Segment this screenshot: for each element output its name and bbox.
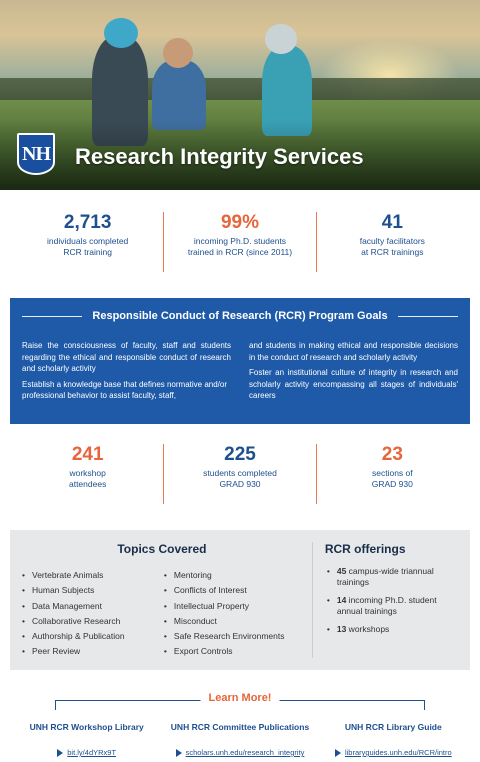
grass-field xyxy=(0,100,480,190)
stats-row-mid: 241 workshop attendees 225 students comp… xyxy=(0,444,480,504)
goal-text: Foster an institutional culture of integ… xyxy=(249,368,458,400)
link-title: UNH RCR Workshop Library xyxy=(29,722,144,732)
stat-phd-trained: 99% incoming Ph.D. students trained in R… xyxy=(164,212,317,272)
goals-title: Responsible Conduct of Research (RCR) Pr… xyxy=(92,310,388,322)
stat-value: 99% xyxy=(220,212,259,233)
offering-text: incoming Ph.D. student annual trainings xyxy=(336,595,437,616)
stat-value: 225 xyxy=(224,444,256,465)
link-title: UNH RCR Committee Publications xyxy=(170,722,310,732)
researcher-figure xyxy=(152,60,206,130)
stat-desc-line: students completed xyxy=(203,468,277,478)
list-item: 13 workshops xyxy=(325,624,460,635)
stat-desc-line: GRAD 930 xyxy=(371,479,413,489)
topic-columns: Vertebrate Animals Human Subjects Data M… xyxy=(20,568,304,660)
stat-desc-line: attendees xyxy=(68,479,107,489)
goals-right-column: and students in making ethical and respo… xyxy=(249,340,458,406)
stat-desc-line: trained in RCR (since 2011) xyxy=(187,247,293,257)
stat-faculty-facilitators: 41 faculty facilitators at RCR trainings xyxy=(317,212,468,272)
researcher-figure xyxy=(92,36,148,146)
offering-text: campus-wide triannual trainings xyxy=(336,566,434,587)
topic-list-right: Mentoring Conflicts of Interest Intellec… xyxy=(162,568,304,660)
topics-covered-section: Topics Covered Vertebrate Animals Human … xyxy=(20,542,313,660)
stat-desc-line: faculty facilitators xyxy=(359,236,425,246)
list-item: Misconduct xyxy=(162,614,304,630)
goals-left-column: Raise the consciousness of faculty, staf… xyxy=(22,340,231,406)
topics-title: Topics Covered xyxy=(117,542,207,556)
stat-desc-line: workshop xyxy=(69,468,106,478)
list-item: Vertebrate Animals xyxy=(20,568,162,584)
treeline xyxy=(0,78,480,104)
offering-text: workshops xyxy=(346,624,390,634)
list-item: Safe Research Environments xyxy=(162,629,304,645)
arrow-icon xyxy=(175,748,182,757)
offerings-list: 45 campus-wide triannual trainings 14 in… xyxy=(325,566,460,635)
link-title: UNH RCR Library Guide xyxy=(344,722,442,732)
hero-banner: NH Research Integrity Services xyxy=(0,0,480,190)
goal-text: Raise the consciousness of faculty, staf… xyxy=(22,341,231,373)
arrow-icon xyxy=(334,748,341,757)
link-url[interactable]: bit.ly/4dYRx9T xyxy=(67,748,117,757)
stat-value: 23 xyxy=(381,444,403,465)
committee-publications-link[interactable]: scholars.unh.edu/research_integrity xyxy=(175,748,305,757)
topics-panel: Topics Covered Vertebrate Animals Human … xyxy=(10,530,470,670)
researcher-head xyxy=(265,24,297,54)
stat-desc-line: incoming Ph.D. students xyxy=(193,236,287,246)
offerings-title: RCR offerings xyxy=(324,542,406,556)
unh-logo: NH xyxy=(17,133,55,175)
goal-text: and students in making ethical and respo… xyxy=(249,341,458,362)
rcr-offerings-section: RCR offerings 45 campus-wide triannual t… xyxy=(313,542,460,658)
divider xyxy=(22,315,83,317)
list-item: Intellectual Property xyxy=(162,599,304,615)
list-item: Mentoring xyxy=(162,568,304,584)
stat-grad930-students: 225 students completed GRAD 930 xyxy=(164,444,317,504)
list-item: 45 campus-wide triannual trainings xyxy=(325,566,460,588)
program-goals-panel: Responsible Conduct of Research (RCR) Pr… xyxy=(10,298,470,424)
stat-workshop-attendees: 241 workshop attendees xyxy=(12,444,165,504)
learn-more-label: Learn More! xyxy=(200,692,280,704)
list-item: 14 incoming Ph.D. student annual trainin… xyxy=(325,595,460,617)
page-title: Research Integrity Services xyxy=(75,144,364,169)
stat-grad930-sections: 23 sections of GRAD 930 xyxy=(317,444,468,504)
arrow-icon xyxy=(57,748,64,757)
stat-value: 241 xyxy=(71,444,104,465)
goal-text: Establish a knowledge base that defines … xyxy=(22,379,228,401)
offering-count: 13 xyxy=(336,624,347,634)
goals-columns: Raise the consciousness of faculty, staf… xyxy=(22,340,458,406)
researcher-head xyxy=(104,18,138,48)
goals-header: Responsible Conduct of Research (RCR) Pr… xyxy=(22,306,458,326)
offering-count: 14 xyxy=(336,595,347,605)
stat-individuals-trained: 2,713 individuals completed RCR training xyxy=(12,212,165,272)
stat-desc-line: RCR training xyxy=(63,247,112,257)
stat-desc-line: individuals completed xyxy=(47,236,129,246)
list-item: Peer Review xyxy=(20,644,162,660)
researcher-head xyxy=(163,38,193,68)
divider xyxy=(397,315,458,317)
stat-value: 41 xyxy=(381,212,403,233)
stat-desc-line: GRAD 930 xyxy=(219,479,261,489)
list-item: Authorship & Publication xyxy=(20,629,162,645)
library-guide-link[interactable]: libraryguides.unh.edu/RCR/intro xyxy=(334,748,452,757)
list-item: Collaborative Research xyxy=(20,614,162,630)
link-url[interactable]: libraryguides.unh.edu/RCR/intro xyxy=(344,748,452,757)
researcher-figure xyxy=(262,46,312,136)
stat-desc-line: sections of xyxy=(372,468,413,478)
list-item: Conflicts of Interest xyxy=(162,583,304,599)
stat-desc-line: at RCR trainings xyxy=(361,247,424,257)
stats-row-top: 2,713 individuals completed RCR training… xyxy=(0,212,480,272)
learn-more-header: Learn More! xyxy=(0,692,480,710)
topic-list-left: Vertebrate Animals Human Subjects Data M… xyxy=(20,568,162,660)
workshop-library-link[interactable]: bit.ly/4dYRx9T xyxy=(57,748,116,757)
offering-count: 45 xyxy=(336,566,347,576)
list-item: Export Controls xyxy=(162,644,304,660)
list-item: Data Management xyxy=(20,599,162,615)
list-item: Human Subjects xyxy=(20,583,162,599)
hero-overlay xyxy=(0,120,480,190)
stat-value: 2,713 xyxy=(63,212,112,233)
link-url[interactable]: scholars.unh.edu/research_integrity xyxy=(185,748,305,757)
